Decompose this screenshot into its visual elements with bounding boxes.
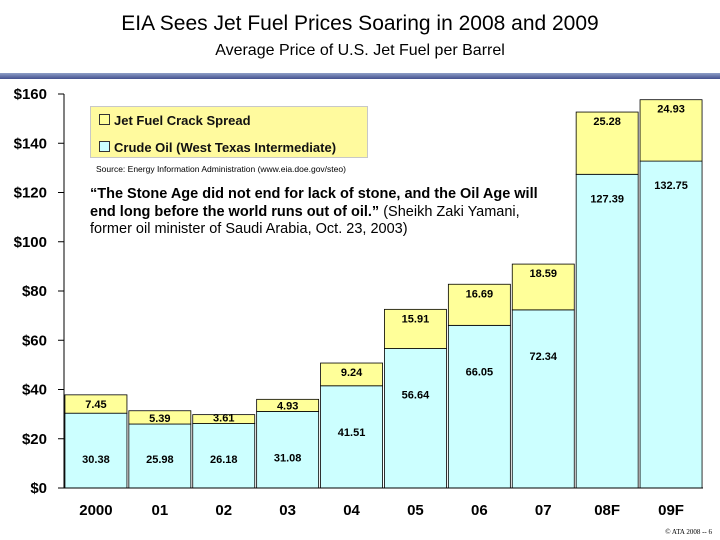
bar-crack-spread bbox=[639, 99, 703, 162]
bar-crude-oil bbox=[575, 173, 639, 489]
quote-text: “The Stone Age did not end for lack of s… bbox=[90, 186, 538, 220]
data-label-crude: 127.39 bbox=[590, 193, 624, 205]
y-tick-label: $80 bbox=[22, 283, 47, 300]
y-tick-label: $160 bbox=[14, 86, 47, 103]
bar-crude-oil bbox=[256, 411, 320, 489]
data-label-crack: 18.59 bbox=[529, 268, 557, 280]
legend-label-crude: Crude Oil (West Texas Intermediate) bbox=[114, 140, 337, 155]
legend-swatch-crude bbox=[99, 141, 110, 152]
x-tick-label: 03 bbox=[279, 502, 296, 519]
bar-crude-oil bbox=[511, 309, 575, 489]
legend-item-crack: Jet Fuel Crack Spread bbox=[99, 113, 251, 128]
x-tick-label: 08F bbox=[594, 502, 620, 519]
bar-crude-oil bbox=[384, 348, 447, 489]
bar-crack-spread bbox=[320, 362, 383, 387]
data-label-crack: 4.93 bbox=[277, 400, 298, 412]
y-tick-label: $20 bbox=[22, 431, 47, 448]
bar-crack-spread bbox=[384, 308, 447, 349]
footer-copyright: © ATA 2008 -- 6 bbox=[665, 528, 712, 536]
y-tick-label: $140 bbox=[14, 135, 47, 152]
chart-subtitle: Average Price of U.S. Jet Fuel per Barre… bbox=[215, 42, 505, 59]
x-tick-label: 05 bbox=[407, 502, 424, 519]
x-tick-label: 09F bbox=[658, 502, 684, 519]
bar-crude-oil bbox=[639, 160, 703, 489]
title-divider bbox=[0, 73, 720, 79]
data-label-crude: 72.34 bbox=[529, 351, 557, 363]
y-tick-label: $100 bbox=[14, 234, 47, 251]
data-label-crude: 56.64 bbox=[402, 390, 430, 402]
bar-crack-spread bbox=[64, 394, 128, 414]
data-label-crude: 31.08 bbox=[274, 452, 302, 464]
x-tick-label: 02 bbox=[215, 502, 232, 519]
x-tick-label: 07 bbox=[535, 502, 552, 519]
legend-label-crack: Jet Fuel Crack Spread bbox=[114, 113, 251, 128]
quote-block: “The Stone Age did not end for lack of s… bbox=[90, 186, 560, 239]
data-label-crack: 25.28 bbox=[593, 116, 621, 128]
bar-crack-spread bbox=[447, 283, 511, 326]
data-label-crude: 25.98 bbox=[146, 454, 174, 466]
bar-crack-spread bbox=[192, 414, 256, 424]
legend-swatch-crack bbox=[99, 114, 110, 125]
bar-crude-oil bbox=[320, 385, 383, 489]
source-note: Source: Energy Information Administratio… bbox=[96, 164, 346, 174]
bar-crude-oil bbox=[64, 412, 128, 489]
data-label-crack: 3.61 bbox=[213, 413, 234, 425]
bar-crude-oil bbox=[447, 324, 511, 489]
data-label-crack: 15.91 bbox=[402, 313, 430, 325]
y-tick-label: $120 bbox=[14, 185, 47, 202]
data-label-crude: 41.51 bbox=[338, 427, 366, 439]
data-label-crack: 16.69 bbox=[466, 288, 494, 300]
data-label-crack: 5.39 bbox=[149, 413, 170, 425]
x-tick-label: 01 bbox=[152, 502, 169, 519]
data-label-crude: 30.38 bbox=[82, 454, 110, 466]
bar-crack-spread bbox=[256, 398, 320, 412]
bar-crude-oil bbox=[128, 423, 192, 489]
data-label-crack: 9.24 bbox=[341, 367, 363, 379]
data-label-crude: 132.75 bbox=[654, 180, 688, 192]
x-tick-label: 2000 bbox=[79, 502, 112, 519]
data-label-crack: 24.93 bbox=[657, 104, 685, 116]
quote-attribution: (Sheikh Zaki Yamani, former oil minister… bbox=[90, 203, 520, 238]
legend-item-crude: Crude Oil (West Texas Intermediate) bbox=[99, 140, 336, 155]
bar-crack-spread bbox=[511, 263, 575, 311]
y-tick-label: $40 bbox=[22, 382, 47, 399]
data-label-crude: 26.18 bbox=[210, 454, 238, 466]
chart-title: EIA Sees Jet Fuel Prices Soaring in 2008… bbox=[121, 12, 599, 35]
bar-crack-spread bbox=[575, 111, 639, 175]
data-label-crude: 66.05 bbox=[466, 366, 494, 378]
y-tick-label: $0 bbox=[30, 480, 47, 497]
bar-crude-oil bbox=[192, 423, 256, 489]
x-tick-label: 04 bbox=[343, 502, 360, 519]
y-tick-label: $60 bbox=[22, 332, 47, 349]
x-tick-label: 06 bbox=[471, 502, 488, 519]
legend: Jet Fuel Crack Spread Crude Oil (West Te… bbox=[90, 106, 368, 158]
data-label-crack: 7.45 bbox=[85, 399, 106, 411]
bar-crack-spread bbox=[128, 410, 192, 425]
